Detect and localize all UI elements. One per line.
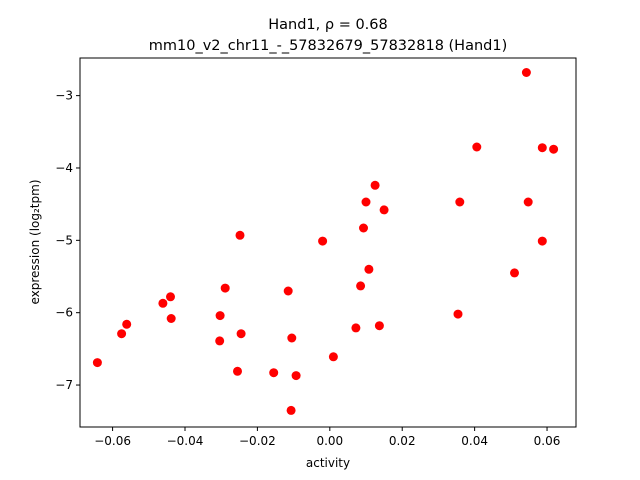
- data-point-12: [269, 368, 279, 378]
- data-point-9: [235, 230, 245, 240]
- data-point-34: [537, 236, 547, 246]
- data-point-35: [549, 144, 559, 154]
- data-point-19: [351, 323, 361, 333]
- y-axis-label: expression (log₂tpm): [28, 179, 42, 304]
- data-point-13: [283, 286, 293, 296]
- data-point-8: [220, 283, 230, 293]
- x-tick-label: −0.02: [239, 434, 276, 448]
- data-point-7: [215, 336, 225, 346]
- y-tick-label: −4: [55, 161, 73, 175]
- data-point-0: [92, 358, 102, 368]
- y-tick-label: −5: [55, 233, 73, 247]
- x-tick-label: −0.06: [94, 434, 131, 448]
- x-tick-label: −0.04: [167, 434, 204, 448]
- data-point-16: [286, 405, 296, 415]
- data-point-23: [364, 264, 374, 274]
- plot-frame: [79, 57, 577, 428]
- data-points: [92, 68, 559, 415]
- data-point-6: [215, 311, 225, 321]
- x-axis-ticks: −0.06 −0.04 −0.02 0.00 0.02 0.04 0.06: [94, 427, 560, 448]
- data-point-17: [318, 236, 328, 246]
- x-tick-label: 0.02: [389, 434, 416, 448]
- data-point-18: [328, 352, 338, 362]
- data-point-10: [236, 329, 246, 339]
- chart-title-line1: Hand1, ρ = 0.68: [268, 17, 387, 33]
- y-tick-label: −6: [55, 306, 73, 320]
- chart-title-line2: mm10_v2_chr11_-_57832679_57832818 (Hand1…: [149, 38, 508, 54]
- data-point-22: [361, 197, 371, 207]
- data-point-31: [521, 68, 531, 77]
- x-tick-label: 0.06: [534, 434, 561, 448]
- data-point-5: [166, 314, 176, 323]
- data-point-15: [291, 371, 301, 381]
- data-point-20: [356, 281, 366, 291]
- data-point-2: [122, 319, 132, 329]
- data-point-27: [453, 309, 463, 319]
- data-point-11: [233, 366, 242, 376]
- x-tick-label: 0.04: [461, 434, 488, 448]
- data-point-24: [370, 180, 380, 190]
- data-point-14: [287, 333, 297, 343]
- y-tick-label: −7: [55, 378, 73, 392]
- data-point-1: [117, 329, 127, 339]
- data-point-3: [158, 298, 168, 308]
- data-point-32: [523, 197, 533, 207]
- data-point-26: [379, 205, 389, 215]
- data-point-4: [166, 292, 175, 302]
- data-point-30: [510, 268, 519, 278]
- y-tick-label: −3: [55, 89, 73, 103]
- x-axis-label: activity: [306, 456, 350, 470]
- data-point-25: [374, 321, 384, 331]
- data-point-33: [537, 143, 547, 153]
- data-point-29: [472, 142, 482, 152]
- data-point-21: [359, 223, 368, 233]
- data-point-28: [455, 197, 465, 207]
- y-axis-ticks: −7 −6 −5 −4 −3: [55, 89, 80, 392]
- x-tick-label: 0.00: [316, 434, 343, 448]
